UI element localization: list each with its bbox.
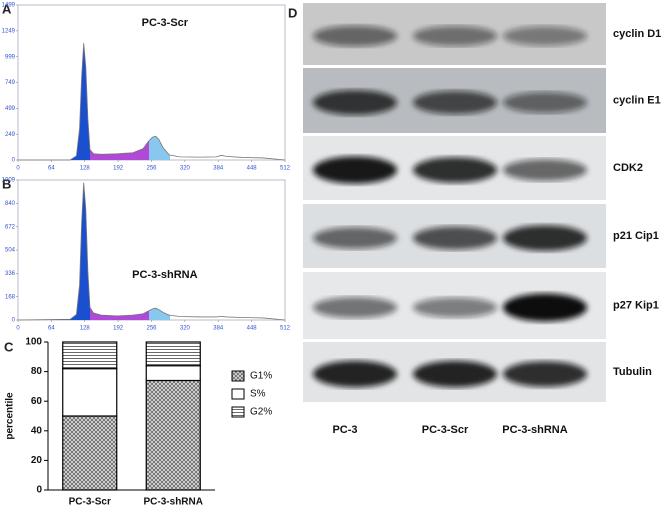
blot-band — [503, 225, 587, 251]
panel-label: C — [4, 339, 14, 354]
y-tick-label: 168 — [5, 294, 16, 300]
blot-band — [313, 25, 397, 47]
y-tick-label: 1499 — [2, 3, 16, 9]
x-tick-label: 64 — [48, 326, 55, 332]
histogram-line — [17, 182, 286, 321]
x-tick-label: 384 — [213, 166, 224, 172]
blot-row — [303, 272, 606, 339]
blot-row — [303, 68, 606, 133]
panel-label: D — [288, 5, 297, 20]
legend-label: G2% — [250, 407, 272, 418]
blot-band — [313, 297, 397, 318]
blot-band — [313, 360, 397, 388]
blot-row-label: cyclin E1 — [613, 94, 661, 106]
blot-band — [413, 297, 497, 318]
y-tick-label: 749 — [5, 80, 16, 86]
x-tick-label: 512 — [280, 166, 291, 172]
blot-row — [303, 342, 606, 402]
blot-band — [413, 360, 497, 388]
x-tick-label: 192 — [113, 326, 124, 332]
blot-band — [503, 92, 587, 113]
x-tick-label: 256 — [146, 326, 157, 332]
blot-band — [313, 90, 397, 115]
y-axis-label: percentile — [5, 392, 16, 440]
x-tick-label: 448 — [247, 326, 258, 332]
bar-segment — [145, 379, 201, 491]
blot-band — [413, 26, 497, 46]
legend-swatch — [231, 370, 245, 382]
blot-lane-label: PC-3-Scr — [422, 424, 469, 436]
panel-label: A — [2, 1, 12, 16]
y-tick-label: 249 — [5, 132, 16, 138]
x-tick-label: 0 — [16, 326, 20, 332]
x-tick-label: 64 — [48, 166, 55, 172]
x-tick-label: 320 — [180, 166, 191, 172]
x-tick-label: PC-3-Scr — [69, 497, 111, 508]
bar-segment — [62, 415, 118, 491]
blot-band — [503, 293, 587, 322]
blot-row-label: p27 Kip1 — [613, 299, 659, 311]
y-tick-label: 60 — [31, 396, 43, 407]
blot-band — [413, 226, 497, 250]
y-tick-label: 1249 — [2, 28, 16, 34]
blot-lane-label: PC-3-shRNA — [502, 424, 567, 436]
x-tick-label: 0 — [16, 166, 20, 172]
legend-label: G1% — [250, 371, 272, 382]
x-tick-label: 128 — [80, 326, 91, 332]
blot-row — [303, 204, 606, 268]
plot-frame — [17, 179, 286, 321]
blot-lane-label: PC-3 — [332, 424, 357, 436]
y-tick-label: 499 — [5, 106, 16, 112]
legend-swatch — [231, 388, 245, 400]
plot-title: PC-3-Scr — [142, 17, 189, 29]
x-tick-label: 512 — [280, 326, 291, 332]
y-tick-label: 840 — [5, 201, 16, 207]
blot-band — [503, 361, 587, 387]
bar-segment — [145, 365, 201, 382]
y-tick-label: 100 — [25, 337, 42, 348]
blot-band — [313, 227, 397, 249]
blot-band — [503, 159, 587, 181]
x-tick-label: 384 — [213, 326, 224, 332]
y-tick-label: 672 — [5, 224, 16, 230]
histogram-line — [18, 43, 286, 161]
bar-segment — [62, 368, 118, 417]
bar-segment — [145, 341, 201, 367]
y-tick-label: 80 — [31, 366, 43, 377]
x-tick-label: 192 — [113, 166, 124, 172]
y-tick-label: 336 — [5, 271, 16, 277]
y-tick-label: 1009 — [2, 178, 16, 184]
legend-swatch — [231, 406, 245, 418]
histogram-area — [18, 43, 285, 160]
plot-title: PC-3-shRNA — [132, 269, 197, 281]
blot-band — [413, 90, 497, 115]
y-tick-label: 20 — [31, 455, 43, 466]
x-tick-label: 448 — [247, 166, 258, 172]
blot-band — [503, 26, 587, 46]
blot-row-label: p21 Cip1 — [613, 230, 659, 242]
legend-label: S% — [250, 389, 266, 400]
y-tick-label: 40 — [31, 425, 43, 436]
y-tick-label: 0 — [12, 158, 16, 164]
y-tick-label: 0 — [12, 318, 16, 324]
x-tick-label: 256 — [146, 166, 157, 172]
blot-row-label: cyclin D1 — [613, 28, 661, 40]
y-tick-label: 999 — [5, 54, 16, 60]
panel-label: B — [2, 176, 11, 191]
blot-row-label: CDK2 — [613, 162, 643, 174]
y-tick-label: 504 — [5, 248, 16, 254]
y-tick-label: 0 — [36, 485, 42, 496]
blot-row — [303, 136, 606, 200]
blot-row-label: Tubulin — [613, 366, 652, 378]
blot-band — [313, 156, 397, 184]
plot-frame — [17, 4, 286, 161]
x-tick-label: PC-3-shRNA — [144, 497, 203, 508]
x-tick-label: 128 — [80, 166, 91, 172]
bar-segment — [62, 341, 118, 370]
x-tick-label: 320 — [180, 326, 191, 332]
blot-row — [303, 3, 606, 65]
blot-band — [413, 157, 497, 183]
histogram-area — [18, 182, 285, 320]
